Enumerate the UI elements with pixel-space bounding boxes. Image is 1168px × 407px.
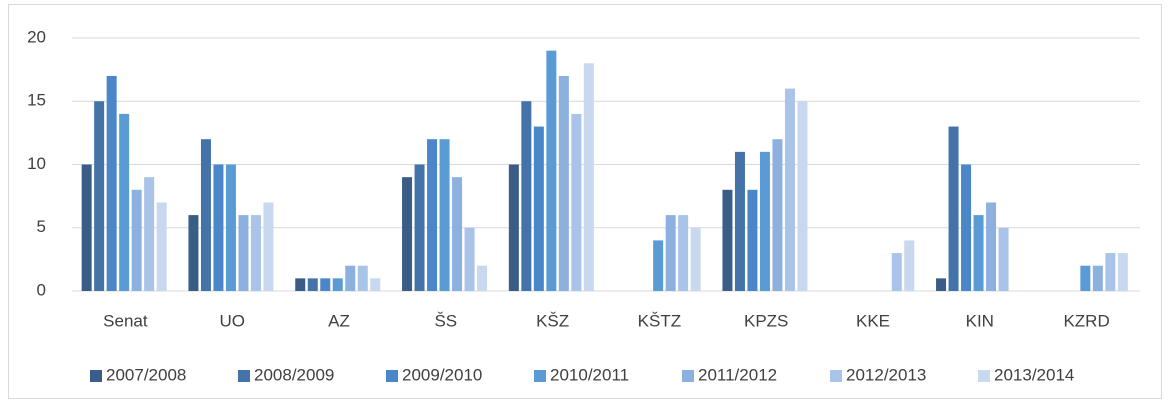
x-tick-label: KPZS: [744, 311, 788, 330]
bar: [370, 278, 381, 291]
chart-frame: [8, 4, 1162, 399]
x-tick-label: Senat: [103, 311, 148, 330]
legend-label: 2010/2011: [550, 365, 629, 384]
bar: [722, 189, 733, 291]
y-tick-label: 20: [27, 27, 46, 46]
x-tick-label: KKE: [856, 311, 890, 330]
bar: [188, 215, 199, 291]
bar: [936, 278, 947, 291]
bar: [332, 278, 343, 291]
legend-label: 2013/2014: [994, 365, 1074, 384]
bar: [144, 177, 155, 291]
bar: [200, 139, 211, 291]
bar: [653, 240, 664, 291]
y-tick-label: 15: [27, 91, 46, 110]
legend-swatch: [90, 370, 102, 382]
bar: [320, 278, 331, 291]
legend-label: 2011/2012: [698, 365, 777, 384]
bar: [94, 101, 105, 291]
bar: [973, 215, 984, 291]
bar: [345, 265, 356, 291]
bar: [131, 189, 142, 291]
bar: [759, 151, 770, 291]
bar: [508, 164, 519, 291]
bar: [533, 126, 544, 291]
bar: [734, 151, 745, 291]
bar: [414, 164, 425, 291]
bar: [690, 227, 701, 291]
bar: [891, 253, 902, 291]
x-tick-label: ŠS: [434, 311, 457, 330]
x-tick-label: KŠZ: [536, 311, 569, 330]
bar: [1080, 265, 1091, 291]
bar: [772, 139, 783, 291]
bar: [402, 177, 413, 291]
bar: [213, 164, 224, 291]
bar: [784, 88, 795, 291]
legend-label: 2012/2013: [846, 365, 926, 384]
bar: [558, 75, 569, 291]
bar: [521, 101, 532, 291]
bar: [357, 265, 368, 291]
bar: [119, 113, 130, 292]
legend-swatch: [386, 370, 398, 382]
bar: [439, 139, 450, 291]
bar: [797, 101, 808, 291]
y-tick-label: 0: [37, 280, 46, 299]
x-tick-label: AZ: [328, 311, 350, 330]
bar: [904, 240, 915, 291]
bar: [1117, 253, 1128, 291]
y-tick-label: 5: [37, 217, 46, 236]
legend-swatch: [682, 370, 694, 382]
bar: [961, 164, 972, 291]
x-tick-label: KIN: [966, 311, 994, 330]
bar: [427, 139, 438, 291]
bar: [307, 278, 318, 291]
bar: [948, 126, 959, 291]
legend-swatch: [534, 370, 546, 382]
bar: [665, 215, 676, 291]
legend-swatch: [830, 370, 842, 382]
legend-label: 2009/2010: [402, 365, 482, 384]
bar: [81, 164, 92, 291]
legend-swatch: [978, 370, 990, 382]
bar: [747, 189, 758, 291]
bar: [156, 202, 167, 291]
bar: [477, 265, 488, 291]
bar: [250, 215, 261, 291]
legend-label: 2007/2008: [106, 365, 186, 384]
bar: [986, 202, 997, 291]
x-tick-label: UO: [219, 311, 245, 330]
bar: [998, 227, 1009, 291]
legend-swatch: [238, 370, 250, 382]
bar: [1105, 253, 1116, 291]
bar: [452, 177, 463, 291]
y-tick-label: 10: [27, 154, 46, 173]
bar: [464, 227, 475, 291]
bar: [295, 278, 306, 291]
bar: [238, 215, 249, 291]
bar: [1092, 265, 1103, 291]
legend-label: 2008/2009: [254, 365, 334, 384]
bar: [583, 63, 594, 291]
bar: [106, 75, 117, 291]
x-tick-label: KŠTZ: [638, 311, 681, 330]
bar: [546, 50, 557, 292]
bar: [263, 202, 274, 291]
bar: [678, 215, 689, 291]
bar: [225, 164, 236, 291]
x-tick-label: KZRD: [1063, 311, 1109, 330]
bar: [571, 113, 582, 292]
